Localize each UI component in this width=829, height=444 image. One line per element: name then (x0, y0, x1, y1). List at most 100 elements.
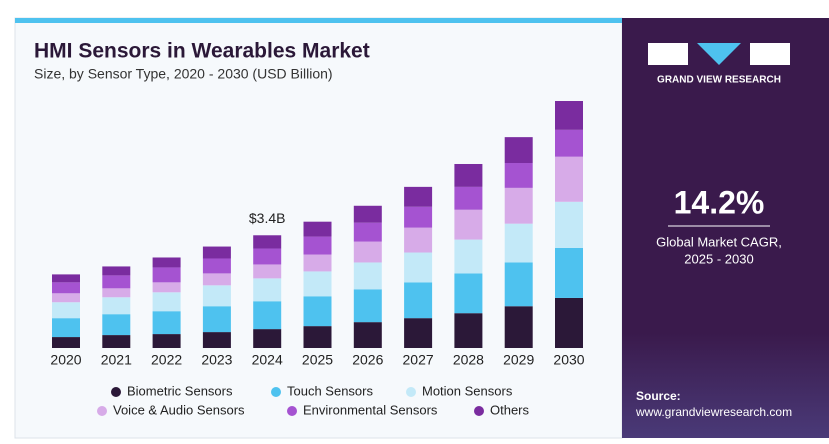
bar-segment (303, 221, 332, 237)
bar-segment (454, 163, 483, 187)
x-tick-label: 2020 (50, 352, 81, 368)
bar-segment (52, 293, 80, 303)
bar-segment (152, 334, 181, 348)
x-tick-label: 2026 (352, 352, 383, 368)
bar-segment (52, 282, 80, 294)
bar-segment (555, 156, 583, 202)
cagr-value: 14.2% (674, 184, 765, 220)
legend-swatch (287, 406, 297, 416)
bar-segment (52, 274, 80, 283)
brand: GRAND VIEW RESEARCH (657, 75, 781, 86)
bar-segment (353, 289, 382, 323)
legend-label: Touch Sensors (287, 383, 373, 398)
logo-block (648, 43, 688, 65)
bar-segment (202, 258, 231, 274)
cagr-label: Global Market CAGR, (656, 234, 782, 249)
source-url: www.grandviewresearch.com (635, 405, 792, 419)
legend-swatch (406, 387, 416, 397)
logo-block (750, 43, 790, 65)
legend-label: Voice & Audio Sensors (113, 402, 245, 417)
bar-segment (353, 322, 382, 348)
cagr-label: 2025 - 2030 (684, 251, 753, 266)
chart-title: HMI Sensors in Wearables Market (34, 40, 370, 63)
bar-segment (152, 257, 181, 268)
legend-label: Others (490, 402, 530, 417)
bar-segment (404, 252, 433, 283)
bar-segment (404, 282, 433, 319)
bar-segment (404, 206, 433, 228)
bar-segment (102, 335, 131, 348)
bar-segment (504, 306, 533, 348)
bar-segment (303, 296, 332, 327)
x-tick-label: 2025 (302, 352, 333, 368)
top-strip (15, 18, 622, 23)
bar-segment (504, 262, 533, 307)
bar-segment (152, 267, 181, 283)
logo (648, 43, 790, 65)
source-label: Source: (636, 389, 681, 403)
x-tick-label: 2022 (151, 352, 182, 368)
bar-segment (52, 318, 80, 338)
bar-segment (504, 137, 533, 163)
bar-segment (202, 273, 231, 286)
bar-segment (102, 275, 131, 289)
x-tick-label: 2028 (453, 352, 484, 368)
bar-segment (253, 264, 282, 279)
bar-segment (102, 297, 131, 315)
bar-segment (353, 222, 382, 242)
x-tick-label: 2029 (503, 352, 534, 368)
bar-segment (303, 254, 332, 272)
chart-subtitle: Size, by Sensor Type, 2020 - 2030 (USD B… (34, 66, 333, 82)
bar-segment (253, 301, 282, 330)
bar-segment (303, 236, 332, 255)
logo-triangle (697, 43, 741, 65)
legend-label: Motion Sensors (422, 383, 513, 398)
x-tick-label: 2030 (553, 352, 584, 368)
bar-segment (555, 129, 583, 157)
annotation: $3.4B (249, 210, 286, 226)
bar-segment (504, 187, 533, 224)
x-tick-label: 2024 (252, 352, 283, 368)
bar-segment (253, 248, 282, 265)
bar-segment (353, 205, 382, 223)
bar-segment (404, 227, 433, 253)
bar-segment (353, 241, 382, 263)
x-tick-label: 2027 (403, 352, 434, 368)
legend-swatch (474, 406, 484, 416)
bar-segment (454, 273, 483, 314)
bar-segment (253, 278, 282, 302)
legend-swatch (97, 406, 107, 416)
bar-segment (253, 235, 282, 249)
bar-segment (202, 285, 231, 307)
bar-segment (202, 246, 231, 259)
bar-segment (303, 271, 332, 297)
bar-segment (555, 101, 583, 130)
bar-segment (152, 292, 181, 312)
x-tick-label: 2023 (201, 352, 232, 368)
bar-segment (202, 306, 231, 333)
bar-segment (504, 223, 533, 263)
bar-segment (454, 209, 483, 240)
bar-segment (404, 318, 433, 348)
legend-swatch (271, 387, 281, 397)
bar-segment (404, 186, 433, 207)
bar-segment (454, 313, 483, 348)
bar-segment (202, 332, 231, 348)
bar-segment (303, 326, 332, 348)
bar-segment (555, 297, 583, 348)
bar-segment (555, 247, 583, 298)
bar-segment (555, 201, 583, 248)
bar-segment (454, 239, 483, 274)
x-tick-label: 2021 (101, 352, 132, 368)
bar-segment (504, 162, 533, 188)
side-panel (622, 18, 829, 438)
bar-segment (152, 282, 181, 293)
bar-segment (152, 311, 181, 335)
bar-segment (52, 337, 80, 348)
bar-segment (102, 314, 131, 336)
legend-swatch (111, 387, 121, 397)
bar-segment (102, 266, 131, 276)
legend-label: Biometric Sensors (127, 383, 233, 398)
bar-segment (454, 186, 483, 210)
